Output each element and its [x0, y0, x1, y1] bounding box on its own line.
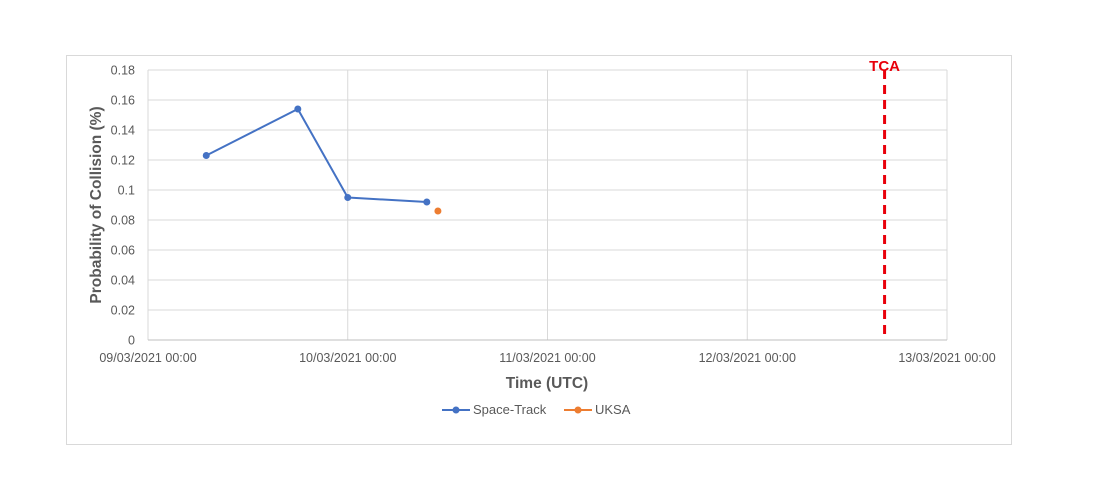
legend-marker-space-track: [452, 406, 460, 414]
tca-label: TCA: [869, 58, 900, 75]
data-point-uksa: [434, 207, 442, 215]
x-axis-ticks: 09/03/2021 00:00 10/03/2021 00:00 11/03/20…: [99, 351, 995, 365]
series-layer: [202, 105, 442, 215]
y-tick-label: 0.14: [111, 124, 135, 138]
legend-label-space-track: Space-Track: [473, 402, 547, 417]
annotation-layer: TCA: [869, 58, 900, 340]
x-axis-title: Time (UTC): [506, 375, 588, 392]
y-tick-label: 0.16: [111, 94, 135, 108]
y-tick-label: 0.04: [111, 274, 135, 288]
y-axis-title: Probability of Collision (%): [88, 106, 105, 303]
y-tick-label: 0.08: [111, 214, 135, 228]
x-tick-label: 09/03/2021 00:00: [99, 351, 196, 365]
x-tick-label: 11/03/2021 00:00: [499, 351, 595, 365]
y-tick-label: 0.1: [118, 184, 135, 198]
y-tick-label: 0.18: [111, 64, 135, 78]
legend: Space-Track UKSA: [442, 402, 631, 417]
data-point-space-track: [423, 198, 431, 206]
data-point-space-track: [294, 105, 302, 113]
series-line-space-track: [205, 108, 427, 203]
series-uksa: [434, 207, 442, 215]
y-tick-label: 0.02: [111, 304, 135, 318]
y-axis-ticks: 0 0.02 0.04 0.06 0.08 0.1 0.12 0.14 0.16 0.18: [111, 64, 135, 348]
data-point-space-track: [202, 152, 210, 159]
legend-item-uksa: UKSA: [564, 402, 631, 417]
legend-label-uksa: UKSA: [595, 402, 631, 417]
series-space-track: [202, 105, 431, 206]
legend-item-space-track: Space-Track: [442, 402, 547, 417]
x-tick-label: 10/03/2021 00:00: [299, 351, 396, 365]
x-tick-label: 12/03/2021 00:00: [699, 351, 796, 365]
x-tick-label: 13/03/2021 00:00: [898, 351, 995, 365]
data-point-space-track: [344, 194, 352, 201]
y-tick-label: 0.12: [111, 154, 135, 168]
legend-marker-uksa: [574, 406, 582, 414]
y-tick-label: 0.06: [111, 244, 135, 258]
grid: [147, 69, 948, 341]
y-tick-label: 0: [128, 334, 135, 348]
